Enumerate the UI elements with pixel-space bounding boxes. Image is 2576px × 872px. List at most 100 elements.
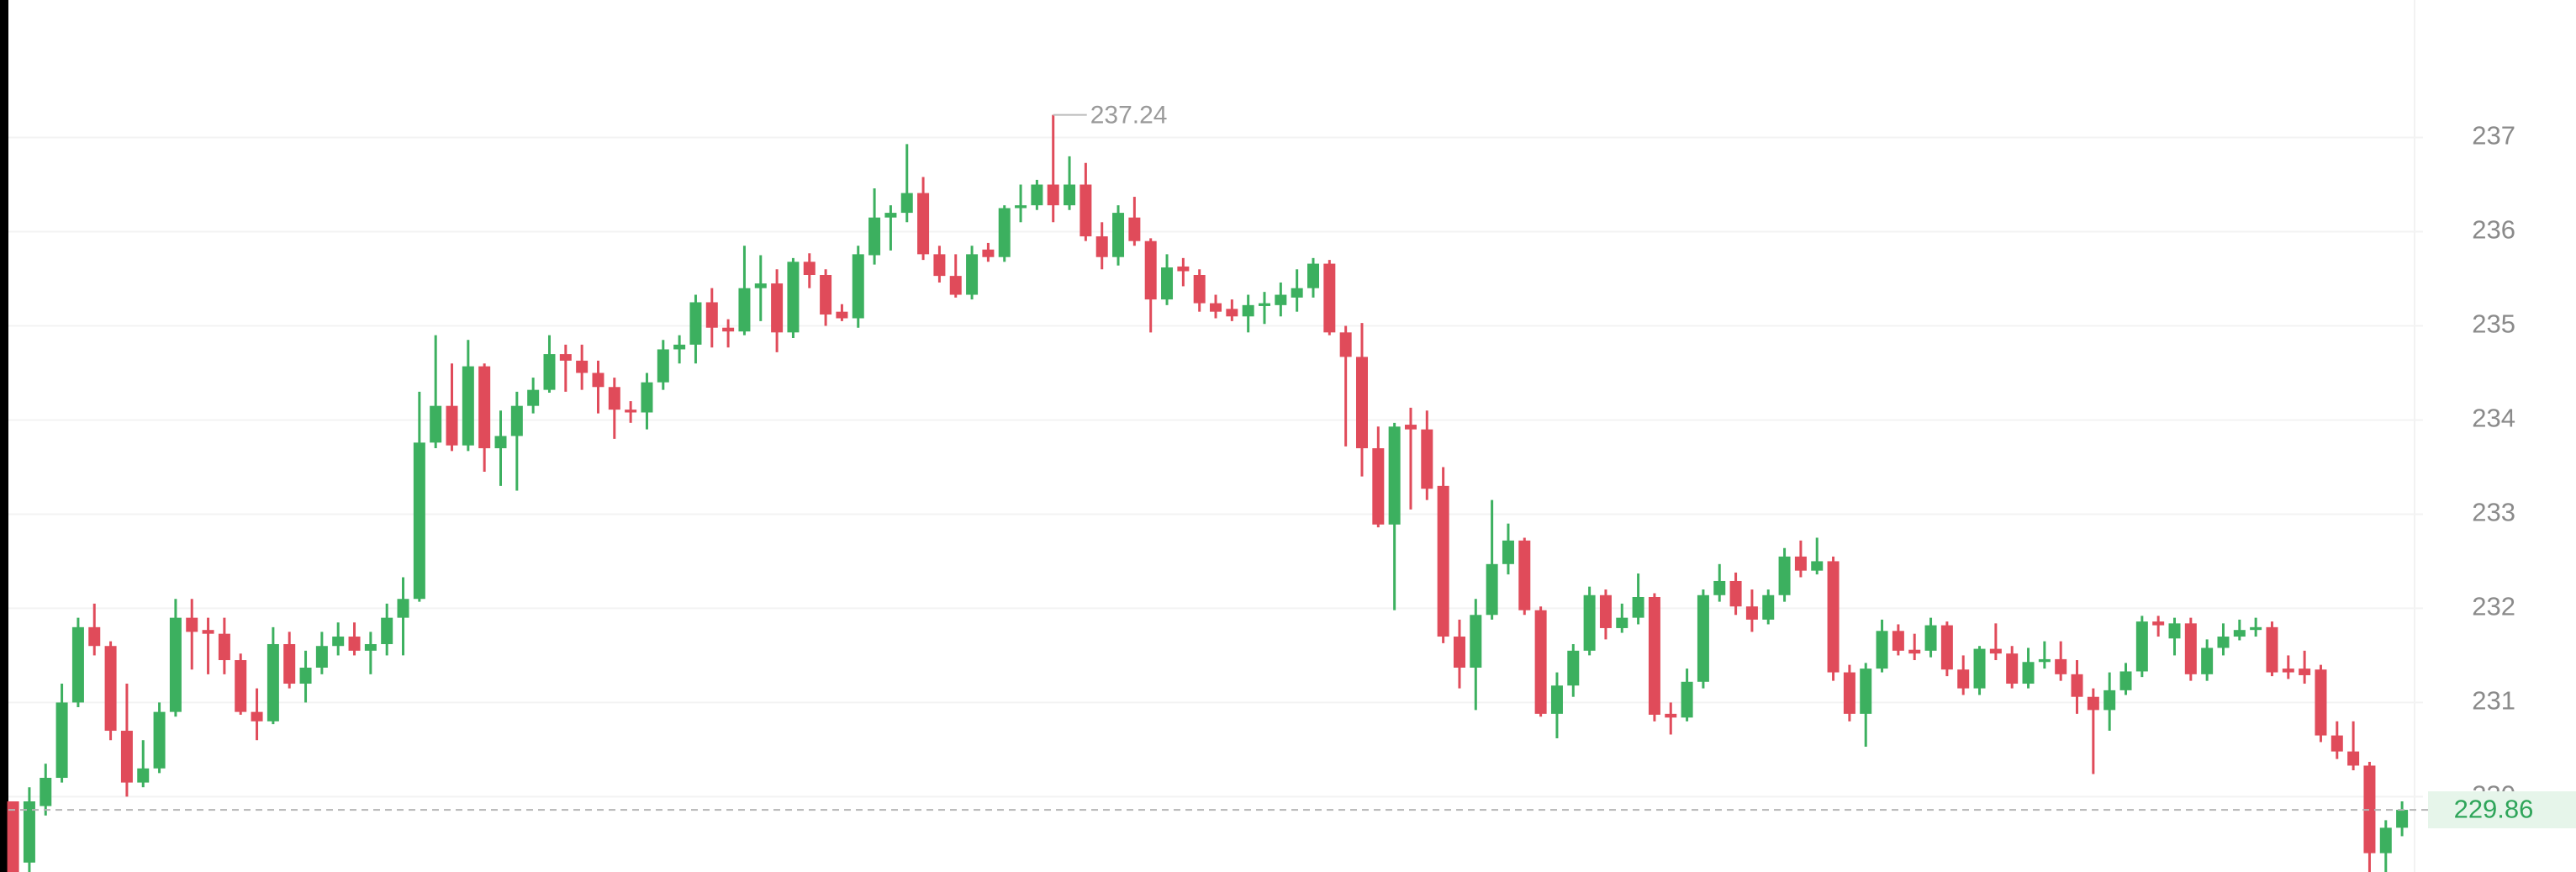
candle-body — [1339, 332, 1352, 357]
candle-body — [218, 633, 230, 661]
candle-body — [88, 626, 101, 647]
candle-body — [868, 217, 881, 256]
y-tick-label: 233 — [2472, 498, 2515, 527]
candle-body — [917, 193, 930, 255]
candle-body — [1112, 213, 1125, 257]
candle-body — [1632, 596, 1644, 618]
candle-body — [1307, 263, 1319, 288]
candle-body — [1470, 615, 1482, 668]
y-tick-label: 237 — [2472, 121, 2515, 151]
candle-body — [348, 637, 361, 651]
last-price-box — [2428, 791, 2576, 829]
candle-body — [1940, 625, 1953, 670]
candle-body — [1031, 184, 1043, 206]
candle-body — [933, 254, 946, 277]
candle-body — [120, 731, 133, 783]
candle-body — [1924, 625, 1937, 651]
candle-body — [2087, 696, 2099, 711]
last-price-label: 229.86 — [2454, 794, 2534, 823]
candle-body — [1811, 561, 1824, 571]
candle-body — [1973, 648, 1986, 689]
candle-body — [1128, 217, 1141, 241]
candle-body — [1908, 649, 1921, 654]
y-tick-label: 231 — [2472, 686, 2515, 716]
candle-body — [2282, 669, 2294, 673]
candle-body — [1762, 595, 1775, 620]
candle-body — [332, 637, 345, 647]
candle-body — [673, 344, 686, 350]
candle-body — [559, 354, 572, 361]
candle-body — [625, 410, 637, 413]
y-tick-label: 235 — [2472, 309, 2515, 339]
candle-body — [2038, 658, 2051, 663]
candle-body — [2266, 626, 2278, 673]
candle-body — [2315, 669, 2327, 736]
candle-body — [527, 389, 540, 406]
candle-body — [1437, 485, 1449, 637]
candle-body — [1486, 563, 1498, 616]
candle-body — [1242, 304, 1254, 317]
candle-body — [836, 311, 848, 319]
candle-body — [2233, 630, 2246, 637]
candle-body — [510, 405, 523, 436]
candle-body — [771, 283, 784, 333]
candle-body — [1502, 540, 1514, 564]
candle-body — [1193, 275, 1206, 304]
candle-body — [202, 630, 214, 634]
candle-body — [1778, 556, 1791, 595]
candle-body — [592, 373, 604, 388]
candle-body — [1550, 685, 1563, 714]
candle-body — [820, 275, 832, 315]
candle-body — [1355, 357, 1368, 449]
candle-body — [2331, 735, 2343, 752]
candle-body — [315, 646, 328, 668]
candle-body — [7, 801, 19, 872]
candle-body — [430, 405, 442, 443]
candle-body — [397, 599, 409, 618]
candle-body — [2396, 810, 2409, 828]
candle-body — [446, 405, 458, 446]
candle-body — [1989, 648, 2002, 654]
candle-body — [1144, 240, 1157, 300]
candle-body — [1616, 617, 1628, 628]
candle-body — [1892, 631, 1904, 651]
candle-body — [608, 387, 620, 410]
candle-body — [2006, 653, 2019, 684]
candle-body — [2217, 637, 2230, 648]
candle-body — [1095, 236, 1108, 257]
candle-body — [705, 302, 718, 328]
candle-body — [186, 617, 198, 632]
candle-body — [1794, 556, 1807, 571]
candle-body — [641, 382, 653, 413]
candle-body — [2022, 662, 2035, 684]
candle-body — [2055, 658, 2067, 674]
candle-body — [998, 208, 1011, 257]
candle-body — [1226, 309, 1238, 317]
candle-body — [1567, 650, 1580, 686]
candle-body — [235, 660, 247, 712]
y-tick-label: 232 — [2472, 592, 2515, 621]
candle-body — [1177, 266, 1190, 272]
left-edge — [0, 0, 8, 872]
candle-body — [543, 354, 556, 390]
candle-body — [1583, 595, 1596, 651]
candle-body — [104, 646, 117, 732]
candle-body — [1827, 561, 1840, 673]
candle-body — [71, 626, 84, 703]
candle-body — [1599, 595, 1612, 628]
candle-body — [1453, 637, 1465, 668]
candle-body — [1388, 426, 1401, 525]
candle-body — [949, 276, 962, 295]
candle-body — [1860, 669, 1872, 714]
candle-body — [1518, 540, 1531, 610]
candle-body — [2250, 626, 2262, 631]
candle-body — [251, 711, 263, 721]
candle-body — [1648, 596, 1660, 715]
candle-body — [1745, 606, 1758, 620]
candle-body — [1372, 448, 1385, 525]
candle-body — [2347, 751, 2360, 766]
candle-body — [1421, 429, 1433, 489]
candle-body — [1729, 580, 1742, 607]
